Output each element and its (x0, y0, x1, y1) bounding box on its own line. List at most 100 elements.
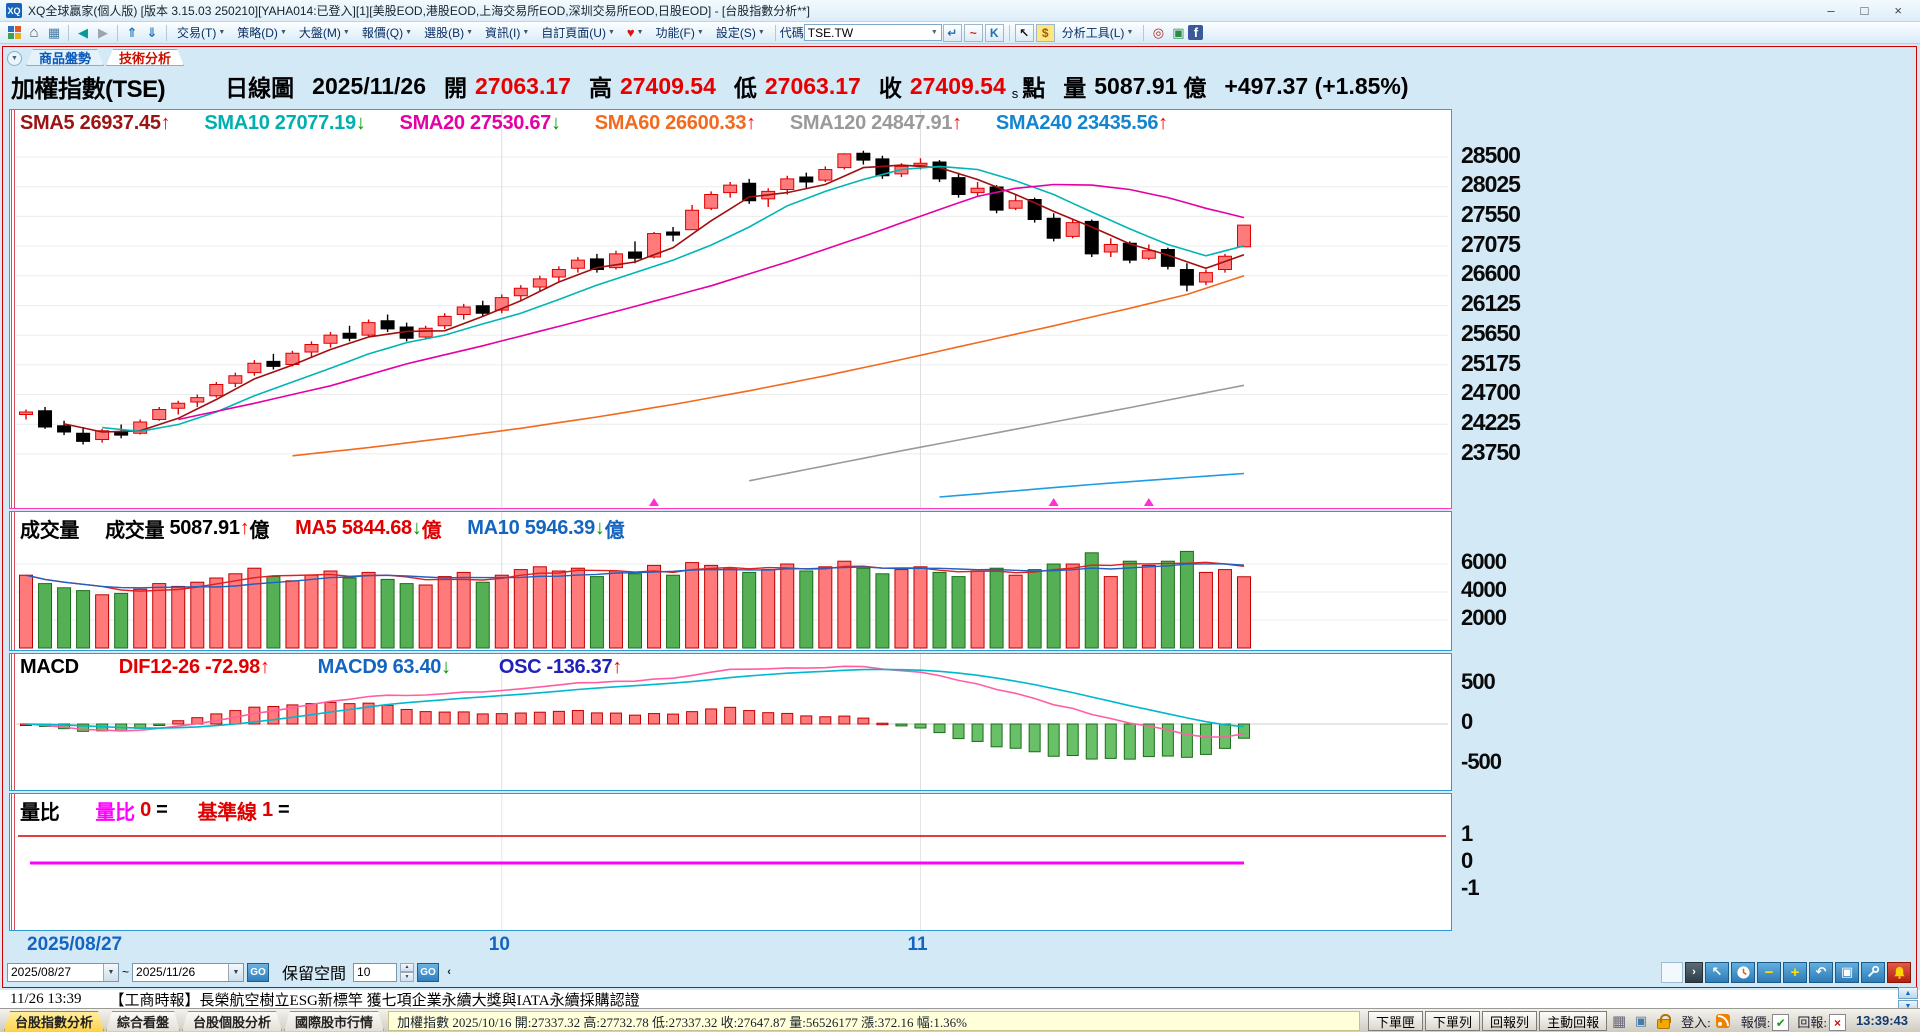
wave-chart-icon[interactable]: ~ (963, 23, 983, 42)
candlestick-chart[interactable] (10, 110, 1451, 508)
menu-custom-page[interactable]: 自訂頁面(U) ▼ (541, 26, 615, 40)
osc-arrow-icon: ↑ (612, 656, 622, 678)
menu-market[interactable]: 大盤(M) ▼ (298, 26, 350, 40)
candlestick-panel[interactable]: SMA5 26937.45↑ SMA10 27077.19↓ SMA20 27530… (9, 109, 1452, 509)
bottom-tab-stock-analysis[interactable]: 台股個股分析 (182, 1011, 282, 1031)
ratio-label: 量比 (95, 802, 135, 824)
volume-value: 5087.91 (1094, 72, 1178, 99)
zoom-in-icon[interactable]: + (1783, 961, 1807, 983)
axis-tick-label: 24700 (1461, 379, 1521, 406)
menu-stock-pick[interactable]: 選股(B) ▼ (424, 26, 474, 40)
facebook-icon[interactable]: f (1188, 25, 1204, 40)
keep-space-input[interactable]: 10 (353, 962, 398, 982)
popout-icon[interactable]: ▣ (1634, 1013, 1648, 1028)
tab-dropdown-icon[interactable]: ▼ (7, 51, 22, 66)
app-grid-icon[interactable] (4, 24, 24, 42)
volume-ratio-chart[interactable] (10, 794, 1451, 930)
volume-ma5-value: 5844.68 (341, 517, 413, 539)
close-label: 收 (878, 75, 902, 101)
forward-icon[interactable]: ▶ (98, 24, 108, 40)
page-down-icon[interactable]: ⇓ (146, 24, 158, 40)
undo-icon[interactable]: ↶ (1809, 961, 1833, 983)
date-from-select[interactable]: 2025/08/27 ▼ (7, 962, 119, 982)
order-row-button[interactable]: 下單列 (1425, 1011, 1481, 1031)
calculator-icon[interactable]: ▦ (1611, 1013, 1627, 1030)
period-label[interactable]: 日線圖 (225, 75, 295, 101)
fullscreen-icon[interactable]: ▣ (1835, 961, 1859, 983)
dollar-icon[interactable]: $ (1035, 23, 1055, 42)
lock-icon[interactable] (1653, 1011, 1673, 1031)
sma-legend: SMA5 26937.45↑ SMA10 27077.19↓ SMA20 27530… (20, 112, 1202, 135)
tab-product-trend[interactable]: 商品盤勢 (26, 49, 104, 66)
date-axis-label: 10 (488, 934, 510, 955)
dif-arrow-icon: ↑ (259, 656, 270, 678)
open-label: 開 (444, 75, 468, 101)
menu-settings[interactable]: 設定(S) ▼ (715, 26, 765, 40)
volume-ratio-panel[interactable]: 量比 量比 0 = 基準線 1 = (9, 793, 1452, 931)
sma-legend-item: SMA5 26937.45↑ (20, 112, 171, 134)
keep-space-stepper[interactable]: ▲ ▼ (400, 962, 415, 982)
macd-chart[interactable] (10, 654, 1451, 790)
menu-info[interactable]: 資訊(I) ▼ (485, 26, 530, 40)
expand-strip-icon[interactable]: › (1685, 961, 1703, 983)
chevron-down-icon: ▼ (228, 963, 244, 981)
collapse-toolbar-icon[interactable]: ‹ (447, 966, 451, 978)
blank-button[interactable] (1661, 961, 1683, 983)
bottom-tab-taiwan-index[interactable]: 台股指數分析 (4, 1011, 104, 1031)
bottom-tab-intl-markets[interactable]: 國際股市行情 (284, 1011, 384, 1031)
date-to-select[interactable]: 2025/11/26 ▼ (132, 962, 245, 982)
baseline-value: 1 (261, 799, 273, 821)
news-ticker[interactable]: 11/26 13:39 【工商時報】長榮航空樹立ESG新標竿 獲七項企業永續大獎… (0, 986, 1920, 1012)
date-axis: 2025/08/27 10 11 (9, 933, 1452, 957)
close-button[interactable]: × (1894, 3, 1902, 18)
enter-icon[interactable]: ↵ (942, 23, 962, 42)
maximize-button[interactable]: □ (1860, 3, 1869, 18)
tools-wrench-icon[interactable] (1861, 961, 1885, 983)
sma-legend-item: SMA20 27530.67↓ (399, 112, 561, 134)
go-button-2[interactable]: GO (417, 962, 440, 982)
favorites-heart-icon[interactable]: ♥ ▼ (626, 25, 644, 40)
zoom-out-icon[interactable]: − (1757, 961, 1781, 983)
monitor-icon[interactable]: ▣ (1172, 24, 1185, 40)
menu-function[interactable]: 功能(F) ▼ (655, 26, 704, 40)
login-status-icon[interactable] (1713, 1011, 1733, 1031)
macd-panel[interactable]: MACD DIF12-26 -72.98 ↑ MACD9 63.40 ↓ OSC -… (9, 653, 1452, 791)
volume-chart[interactable] (10, 512, 1451, 650)
order-box-button[interactable]: 下單匣 (1368, 1011, 1424, 1031)
page-tabs: ▼ 商品盤勢 技術分析 (7, 48, 184, 66)
active-report-button[interactable]: 主動回報 (1539, 1011, 1608, 1031)
target-icon[interactable]: ◎ (1152, 24, 1165, 40)
news-headline[interactable]: 【工商時報】長榮航空樹立ESG新標竿 獲七項企業永續大獎與IATA永續採購認證 (109, 992, 640, 1009)
index-status-text: 加權指數 2025/10/16 開:27337.32 高:27732.78 低:… (388, 1011, 1361, 1031)
sma-legend-item: SMA60 26600.33↑ (594, 112, 756, 134)
page-up-icon[interactable]: ⇑ (126, 24, 138, 40)
macd-legend: MACD DIF12-26 -72.98 ↑ MACD9 63.40 ↓ OSC -… (20, 656, 622, 679)
menu-quote[interactable]: 報價(Q) ▼ (361, 26, 413, 40)
volume-panel[interactable]: 成交量 成交量 5087.91 ↑ 億 MA5 5844.68 ↓ 億 MA10 594… (9, 511, 1452, 651)
low-value: 27063.17 (764, 72, 861, 99)
time-cursor-icon[interactable] (1731, 961, 1755, 983)
back-icon[interactable]: ◀ (78, 24, 88, 40)
pointer-icon[interactable]: ↖ (1014, 23, 1034, 42)
bottom-tab-composite[interactable]: 綜合看盤 (106, 1011, 180, 1031)
alert-bell-icon[interactable] (1887, 961, 1911, 983)
minimize-button[interactable]: – (1827, 3, 1835, 18)
quote-status-label: 報價: (1740, 1015, 1771, 1030)
analysis-tools-menu[interactable]: 分析工具(L) ▼ (1061, 26, 1134, 40)
macd9-arrow-icon: ↓ (441, 656, 451, 678)
news-doc-icon[interactable]: ▦ (47, 24, 61, 40)
report-status-label: 回報: (1797, 1015, 1827, 1030)
report-row-button[interactable]: 回報列 (1482, 1011, 1538, 1031)
go-button[interactable]: GO (247, 962, 270, 982)
menu-strategy[interactable]: 策略(D) ▼ (237, 26, 287, 40)
symbol-code-input[interactable]: TSE.TW ▼ (803, 24, 942, 41)
symbol-name: 加權指數(TSE) (11, 75, 166, 103)
tab-technical-analysis[interactable]: 技術分析 (106, 49, 184, 66)
k-chart-icon[interactable]: K (984, 23, 1004, 42)
pointer-mode-icon[interactable]: ↖ (1705, 961, 1729, 983)
volume-ma10-arrow-icon: ↓ (594, 517, 605, 539)
scroll-up-icon[interactable]: ▲ (1898, 986, 1918, 999)
axis-tick-label: 26600 (1461, 260, 1521, 287)
menu-trade[interactable]: 交易(T) ▼ (177, 26, 226, 40)
home-icon[interactable]: ⌂ (29, 24, 39, 41)
